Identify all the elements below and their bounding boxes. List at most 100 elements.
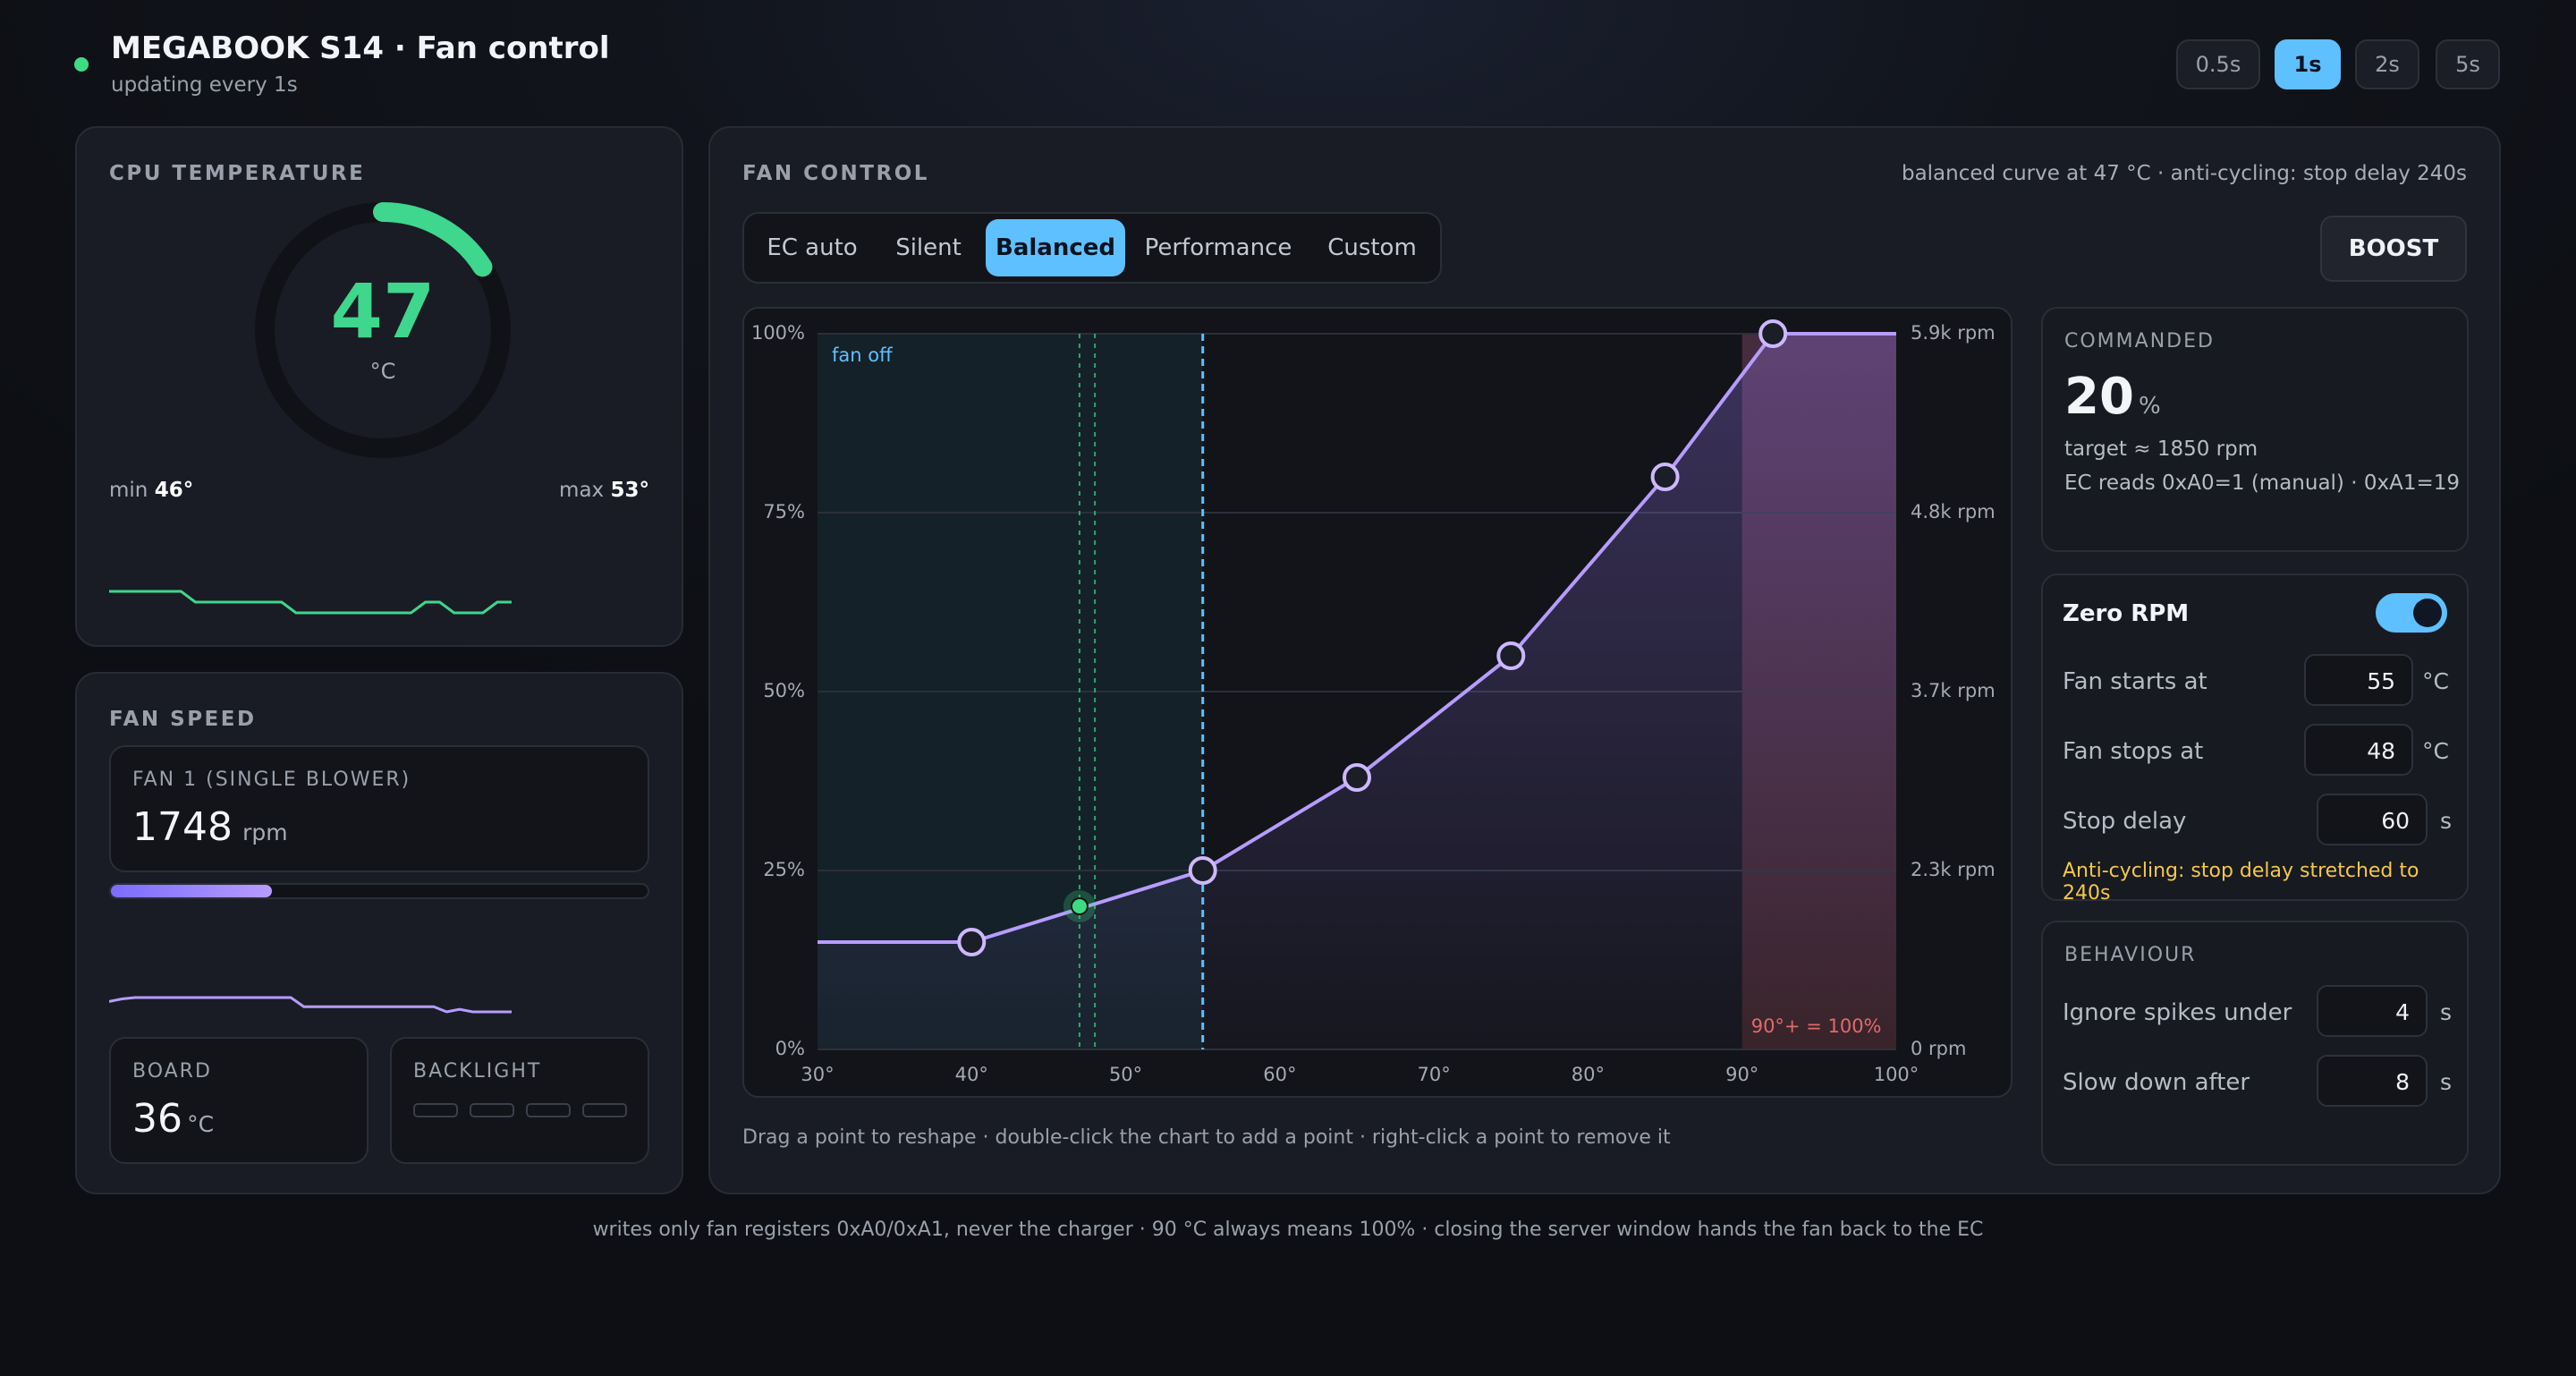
board-caption: BOARD <box>132 1060 212 1083</box>
x-tick: 80° <box>1571 1064 1606 1085</box>
y-tick-left: 0% <box>775 1038 805 1059</box>
y-tick-left: 100% <box>750 322 805 344</box>
fan-off-label: fan off <box>832 344 893 366</box>
commanded-caption: COMMANDED <box>2064 330 2215 352</box>
stop-delay-input[interactable]: 60 <box>2317 794 2428 845</box>
cpu-temperature-gauge <box>255 202 511 458</box>
fan-starts-unit: °C <box>2422 668 2449 694</box>
fan-1-rpm-value: 1748 <box>132 804 233 850</box>
backlight-level-4[interactable] <box>582 1103 627 1117</box>
cpu-temperature-caption: CPU TEMPERATURE <box>109 162 366 185</box>
fan-control-card: FAN CONTROL balanced curve at 47 °C · an… <box>708 126 2501 1194</box>
fan-duty-bar-fill <box>111 885 272 897</box>
commanded-value: 20 % <box>2064 368 2161 426</box>
fan-control-status: balanced curve at 47 °C · anti-cycling: … <box>1901 162 2467 185</box>
behaviour-panel: BEHAVIOUR Ignore spikes under 4 s Slow d… <box>2041 921 2469 1166</box>
zero-rpm-panel: Zero RPM Fan starts at 55 °C Fan stops a… <box>2041 573 2469 905</box>
curve-point-handle-2[interactable] <box>1188 856 1217 885</box>
backlight-level-1[interactable] <box>413 1103 458 1117</box>
commanded-unit: % <box>2139 393 2161 420</box>
fan-stops-input[interactable]: 48 <box>2304 724 2413 776</box>
zero-rpm-toggle-knob <box>2413 599 2442 627</box>
stop-delay-label: Stop delay <box>2063 808 2187 835</box>
update-interval-text: updating every 1s <box>111 73 298 97</box>
rate-button-5s[interactable]: 5s <box>2436 39 2500 89</box>
page-title: MEGABOOK S14 · Fan control <box>111 30 610 66</box>
backlight-caption: BACKLIGHT <box>413 1060 542 1083</box>
fan-curve-line <box>818 332 1896 944</box>
cpu-temperature-unit: °C <box>369 359 396 384</box>
curve-point-handle-3[interactable] <box>1343 763 1371 792</box>
x-tick: 90° <box>1725 1064 1759 1085</box>
fan-1-name: FAN 1 (SINGLE BLOWER) <box>132 769 411 791</box>
y-tick-left: 75% <box>763 501 805 522</box>
cpu-temperature-card: CPU TEMPERATURE 47 °C min 46° max 53° <box>75 126 683 647</box>
footer-note: writes only fan registers 0xA0/0xA1, nev… <box>592 1219 1984 1241</box>
board-temperature-value: 36 <box>132 1096 182 1142</box>
zero-rpm-title: Zero RPM <box>2063 600 2190 627</box>
fan-starts-label: Fan starts at <box>2063 668 2207 695</box>
commanded-percent: 20 <box>2064 368 2134 426</box>
stop-delay-unit: s <box>2440 808 2453 834</box>
fan-control-caption: FAN CONTROL <box>742 162 929 185</box>
y-tick-right: 3.7k rpm <box>1911 680 1996 701</box>
commanded-target: target ≈ 1850 rpm <box>2064 437 2258 461</box>
y-tick-left: 50% <box>763 680 805 701</box>
x-tick: 70° <box>1417 1064 1451 1085</box>
fan-curve-plot[interactable] <box>742 307 2012 1098</box>
forced-zone-label: 90°+ = 100% <box>1750 1015 1882 1037</box>
backlight-level-3[interactable] <box>526 1103 571 1117</box>
mode-tabs: EC auto Silent Balanced Performance Cust… <box>742 212 1442 284</box>
cpu-max-value: 53° <box>610 479 649 502</box>
fan-duty-bar <box>109 883 649 899</box>
rate-button-1s[interactable]: 1s <box>2275 39 2341 89</box>
zero-rpm-toggle[interactable] <box>2376 593 2447 633</box>
backlight-level-2[interactable] <box>470 1103 514 1117</box>
fan-1-rpm-unit: rpm <box>242 820 288 845</box>
board-temperature-panel: BOARD 36 °C <box>109 1037 369 1164</box>
y-tick-right: 4.8k rpm <box>1911 501 1996 522</box>
fan-speed-caption: FAN SPEED <box>109 708 257 731</box>
tab-performance[interactable]: Performance <box>1144 234 1292 261</box>
rate-button-2s[interactable]: 2s <box>2355 39 2419 89</box>
tab-custom[interactable]: Custom <box>1327 234 1417 261</box>
y-tick-right: 2.3k rpm <box>1911 859 1996 880</box>
x-tick: 100° <box>1873 1064 1919 1085</box>
fan-starts-input[interactable]: 55 <box>2304 654 2413 706</box>
tab-silent[interactable]: Silent <box>895 234 962 261</box>
curve-point-handle-5[interactable] <box>1650 463 1680 491</box>
x-tick: 30° <box>801 1064 835 1085</box>
commanded-panel: COMMANDED 20 % target ≈ 1850 rpm EC read… <box>2041 307 2469 552</box>
fan-1-panel: FAN 1 (SINGLE BLOWER) 1748 rpm <box>109 745 649 872</box>
x-tick: 50° <box>1108 1064 1143 1085</box>
slow-down-unit: s <box>2440 1069 2453 1095</box>
anti-cycling-warning: Anti-cycling: stop delay stretched to 24… <box>2063 860 2419 905</box>
curve-point-handle-1[interactable] <box>957 928 987 956</box>
fan-speed-card: FAN SPEED FAN 1 (SINGLE BLOWER) 1748 rpm… <box>75 672 683 1194</box>
gauge-arc <box>255 202 511 458</box>
x-tick: 40° <box>954 1064 988 1085</box>
ignore-spikes-input[interactable]: 4 <box>2317 985 2428 1037</box>
cpu-temperature-sparkline <box>109 590 512 615</box>
curve-point-handle-6[interactable] <box>1758 319 1788 348</box>
fan-1-rpm: 1748 rpm <box>132 804 288 850</box>
y-tick-right: 0 rpm <box>1911 1038 1967 1059</box>
y-tick-left: 25% <box>763 859 805 880</box>
ignore-spikes-label: Ignore spikes under <box>2063 999 2292 1026</box>
cpu-temperature-value: 47 <box>330 268 436 355</box>
curve-point-handle-4[interactable] <box>1496 641 1526 670</box>
board-temperature-unit: °C <box>187 1111 215 1137</box>
slow-down-input[interactable]: 8 <box>2317 1055 2428 1107</box>
cpu-min: min 46° <box>109 479 193 502</box>
fan-stops-label: Fan stops at <box>2063 738 2204 765</box>
rate-button-0-5s[interactable]: 0.5s <box>2176 39 2260 89</box>
current-point <box>1070 897 1089 915</box>
board-temperature: 36 °C <box>132 1096 214 1142</box>
cpu-min-label: min <box>109 479 148 502</box>
tab-ec-auto[interactable]: EC auto <box>767 234 858 261</box>
boost-button[interactable]: BOOST <box>2320 216 2467 282</box>
cpu-min-value: 46° <box>154 479 194 502</box>
slow-down-label: Slow down after <box>2063 1069 2250 1096</box>
tab-balanced[interactable]: Balanced <box>986 219 1125 276</box>
cpu-max: max 53° <box>559 479 649 502</box>
